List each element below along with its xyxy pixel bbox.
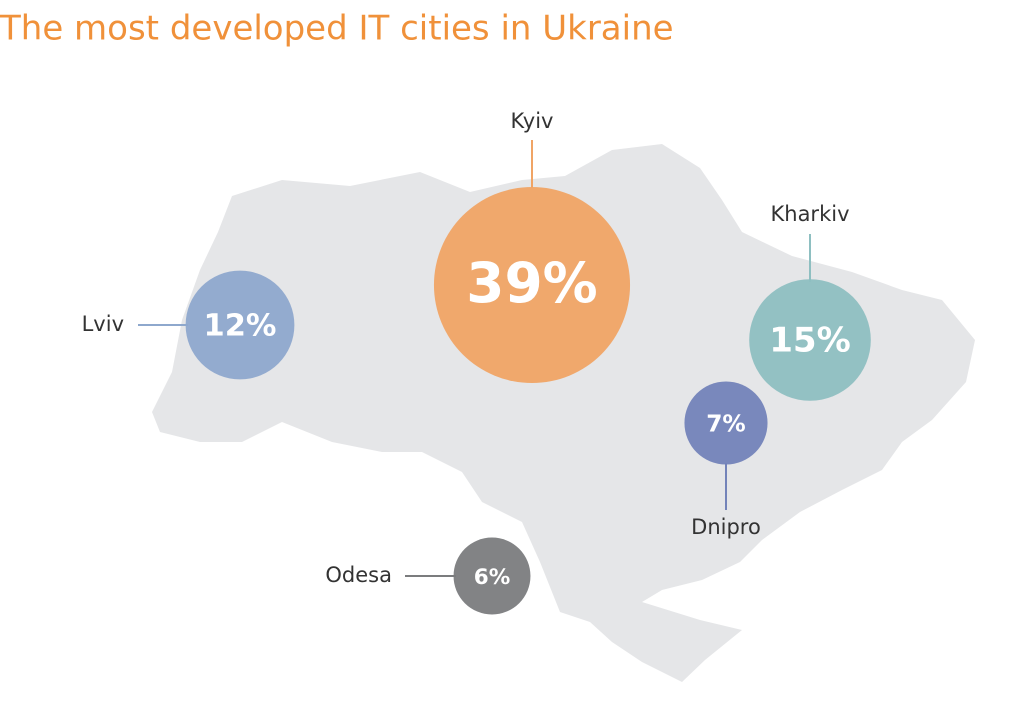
value-label: 6% (474, 565, 511, 590)
map-ukraine (152, 144, 975, 682)
city-label: Kyiv (511, 109, 554, 133)
bubble (433, 186, 631, 384)
chart-title: The most developed IT cities in Ukraine (0, 9, 674, 49)
value-label: 12% (203, 309, 276, 344)
value-label: 39% (466, 251, 597, 315)
bubble (749, 279, 871, 401)
bubble (185, 270, 295, 380)
bubble (684, 381, 768, 465)
value-label: 15% (769, 321, 851, 361)
city-label: Dnipro (691, 515, 761, 539)
city-label: Odesa (325, 563, 392, 587)
city-label: Kharkiv (770, 202, 849, 226)
bubble (453, 537, 531, 615)
value-label: 7% (706, 411, 746, 438)
city-label: Lviv (82, 312, 124, 336)
